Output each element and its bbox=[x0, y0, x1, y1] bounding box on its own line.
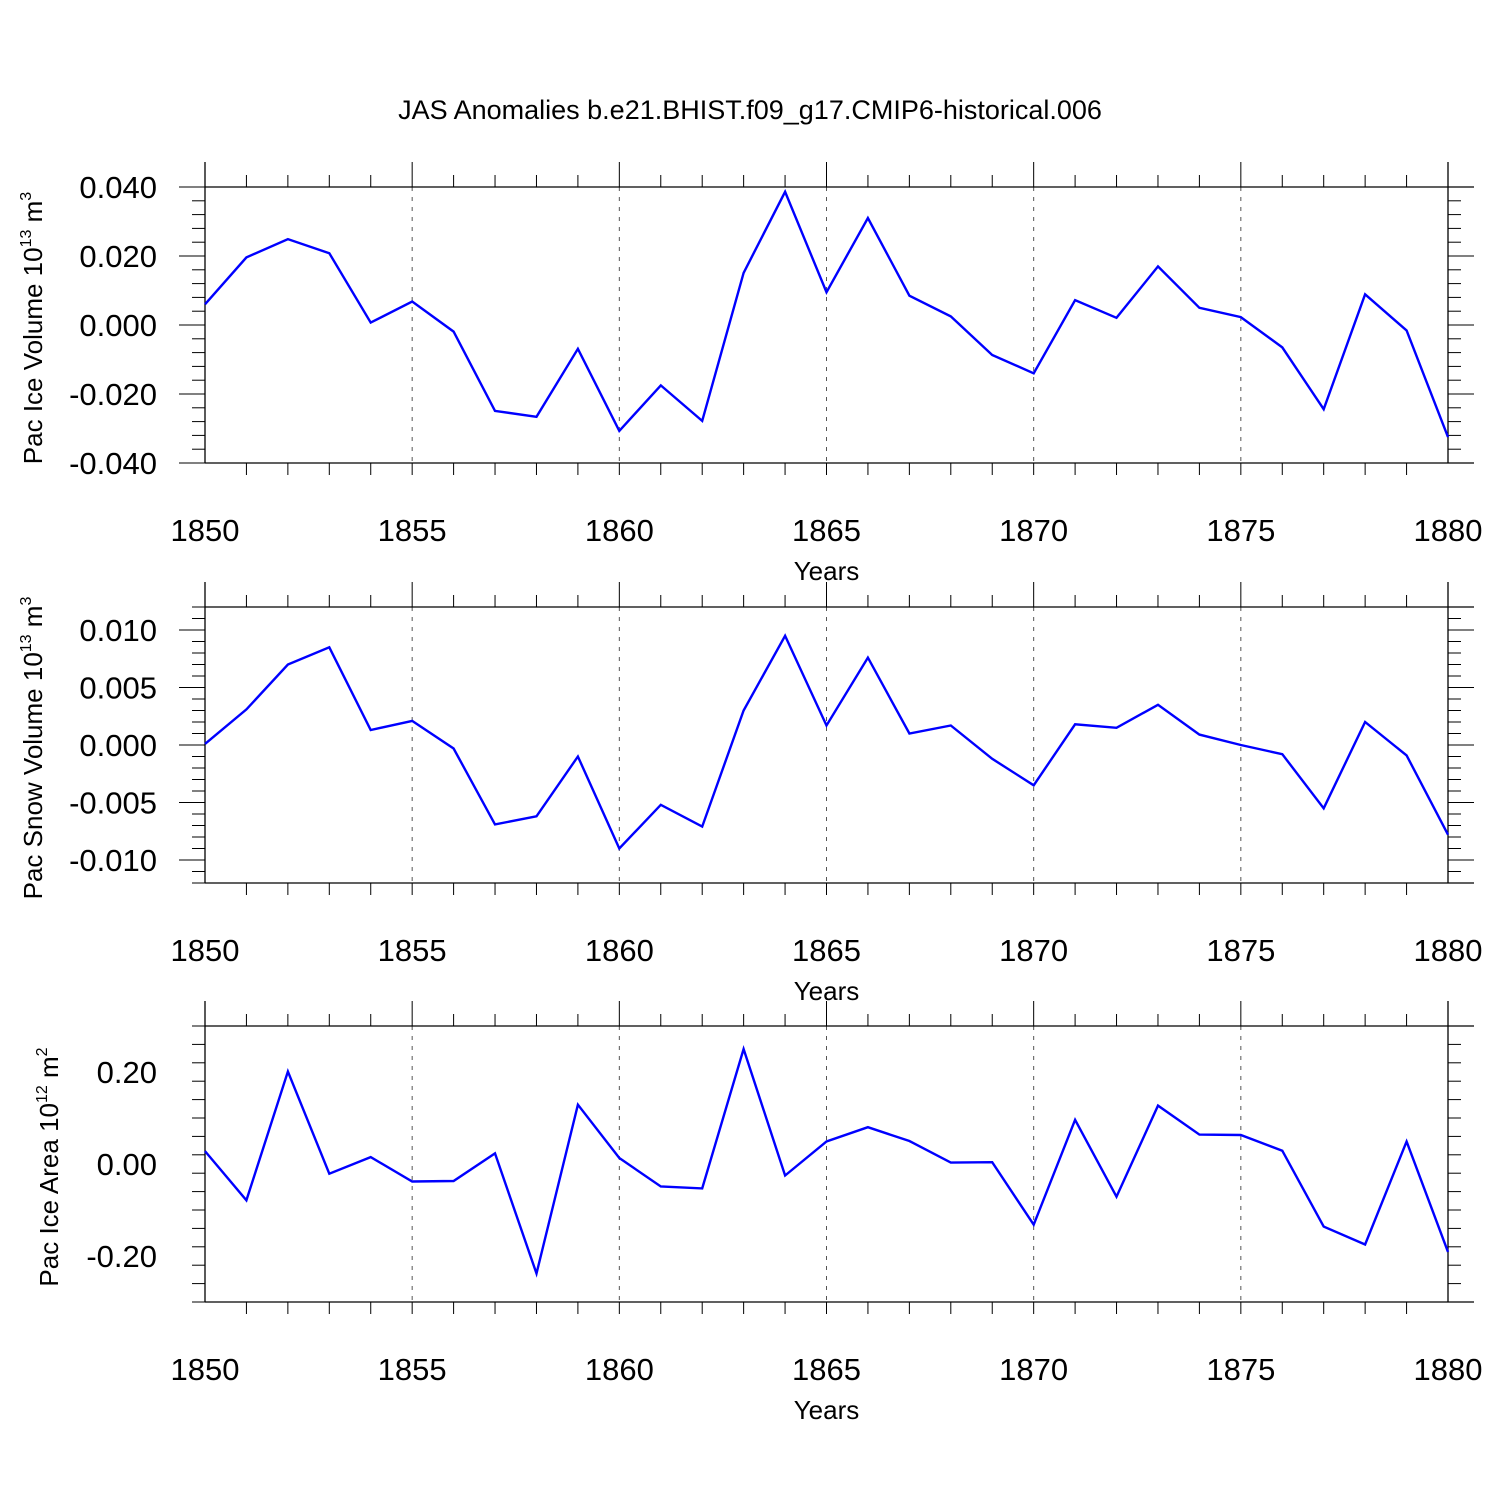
x-tick-label: 1870 bbox=[999, 513, 1068, 548]
x-tick-label: 1860 bbox=[585, 513, 654, 548]
chart-panel-2: -0.010 -0.005 0.000 0.005 0.010 1850 1855 1860 1… bbox=[18, 582, 1482, 1006]
series-line bbox=[204, 1044, 1450, 1278]
y-tick-label: -0.20 bbox=[86, 1239, 157, 1274]
y-tick-label: 0.020 bbox=[79, 239, 157, 274]
x-tick-label: 1860 bbox=[585, 1352, 654, 1387]
x-tick-label: 1855 bbox=[378, 513, 447, 548]
y-tick-label: -0.020 bbox=[69, 377, 157, 412]
x-tick-label: 1850 bbox=[171, 513, 240, 548]
x-tick-label: 1850 bbox=[171, 1352, 240, 1387]
y-tick-label: 0.005 bbox=[79, 671, 157, 706]
y-axis-label: Pac Snow Volume 1013 m3 bbox=[18, 597, 48, 900]
y-tick-label: -0.010 bbox=[69, 843, 157, 878]
x-tick-label: 1865 bbox=[792, 933, 861, 968]
y-tick-label: 0.000 bbox=[79, 308, 157, 343]
y-tick-label: 0.040 bbox=[79, 170, 157, 205]
series-line bbox=[204, 633, 1450, 851]
series-line bbox=[204, 188, 1450, 438]
x-tick-label: 1865 bbox=[792, 1352, 861, 1387]
x-tick-label: 1875 bbox=[1206, 1352, 1275, 1387]
y-axis-label: Pac Ice Area 1012 m2 bbox=[34, 1047, 64, 1286]
x-tick-label: 1850 bbox=[171, 933, 240, 968]
x-tick-label: 1870 bbox=[999, 933, 1068, 968]
y-tick-label: -0.040 bbox=[69, 446, 157, 481]
chart-panel-3: -0.20 0.00 0.20 1850 1855 1860 1865 1870 1875 188… bbox=[34, 1001, 1482, 1425]
x-tick-label: 1875 bbox=[1206, 933, 1275, 968]
x-tick-label: 1875 bbox=[1206, 513, 1275, 548]
y-tick-label: 0.20 bbox=[97, 1055, 157, 1090]
x-tick-label: 1880 bbox=[1414, 1352, 1483, 1387]
x-tick-label: 1855 bbox=[378, 1352, 447, 1387]
y-tick-label: 0.00 bbox=[97, 1147, 157, 1182]
page-title: JAS Anomalies b.e21.BHIST.f09_g17.CMIP6-… bbox=[398, 95, 1102, 125]
y-tick-label: 0.000 bbox=[79, 728, 157, 763]
x-tick-label: 1855 bbox=[378, 933, 447, 968]
x-tick-label: 1880 bbox=[1414, 513, 1483, 548]
chart-panel-1: -0.040 -0.020 0.000 0.020 0.040 1850 1855 1860 1… bbox=[18, 162, 1482, 586]
y-tick-label: 0.010 bbox=[79, 613, 157, 648]
x-tick-label: 1870 bbox=[999, 1352, 1068, 1387]
x-tick-label: 1865 bbox=[792, 513, 861, 548]
x-tick-label: 1880 bbox=[1414, 933, 1483, 968]
y-tick-label: -0.005 bbox=[69, 786, 157, 821]
x-axis-label: Years bbox=[794, 1395, 860, 1425]
x-axis-label: Years bbox=[794, 556, 860, 586]
x-tick-label: 1860 bbox=[585, 933, 654, 968]
y-axis-label: Pac Ice Volume 1013 m3 bbox=[18, 192, 48, 465]
